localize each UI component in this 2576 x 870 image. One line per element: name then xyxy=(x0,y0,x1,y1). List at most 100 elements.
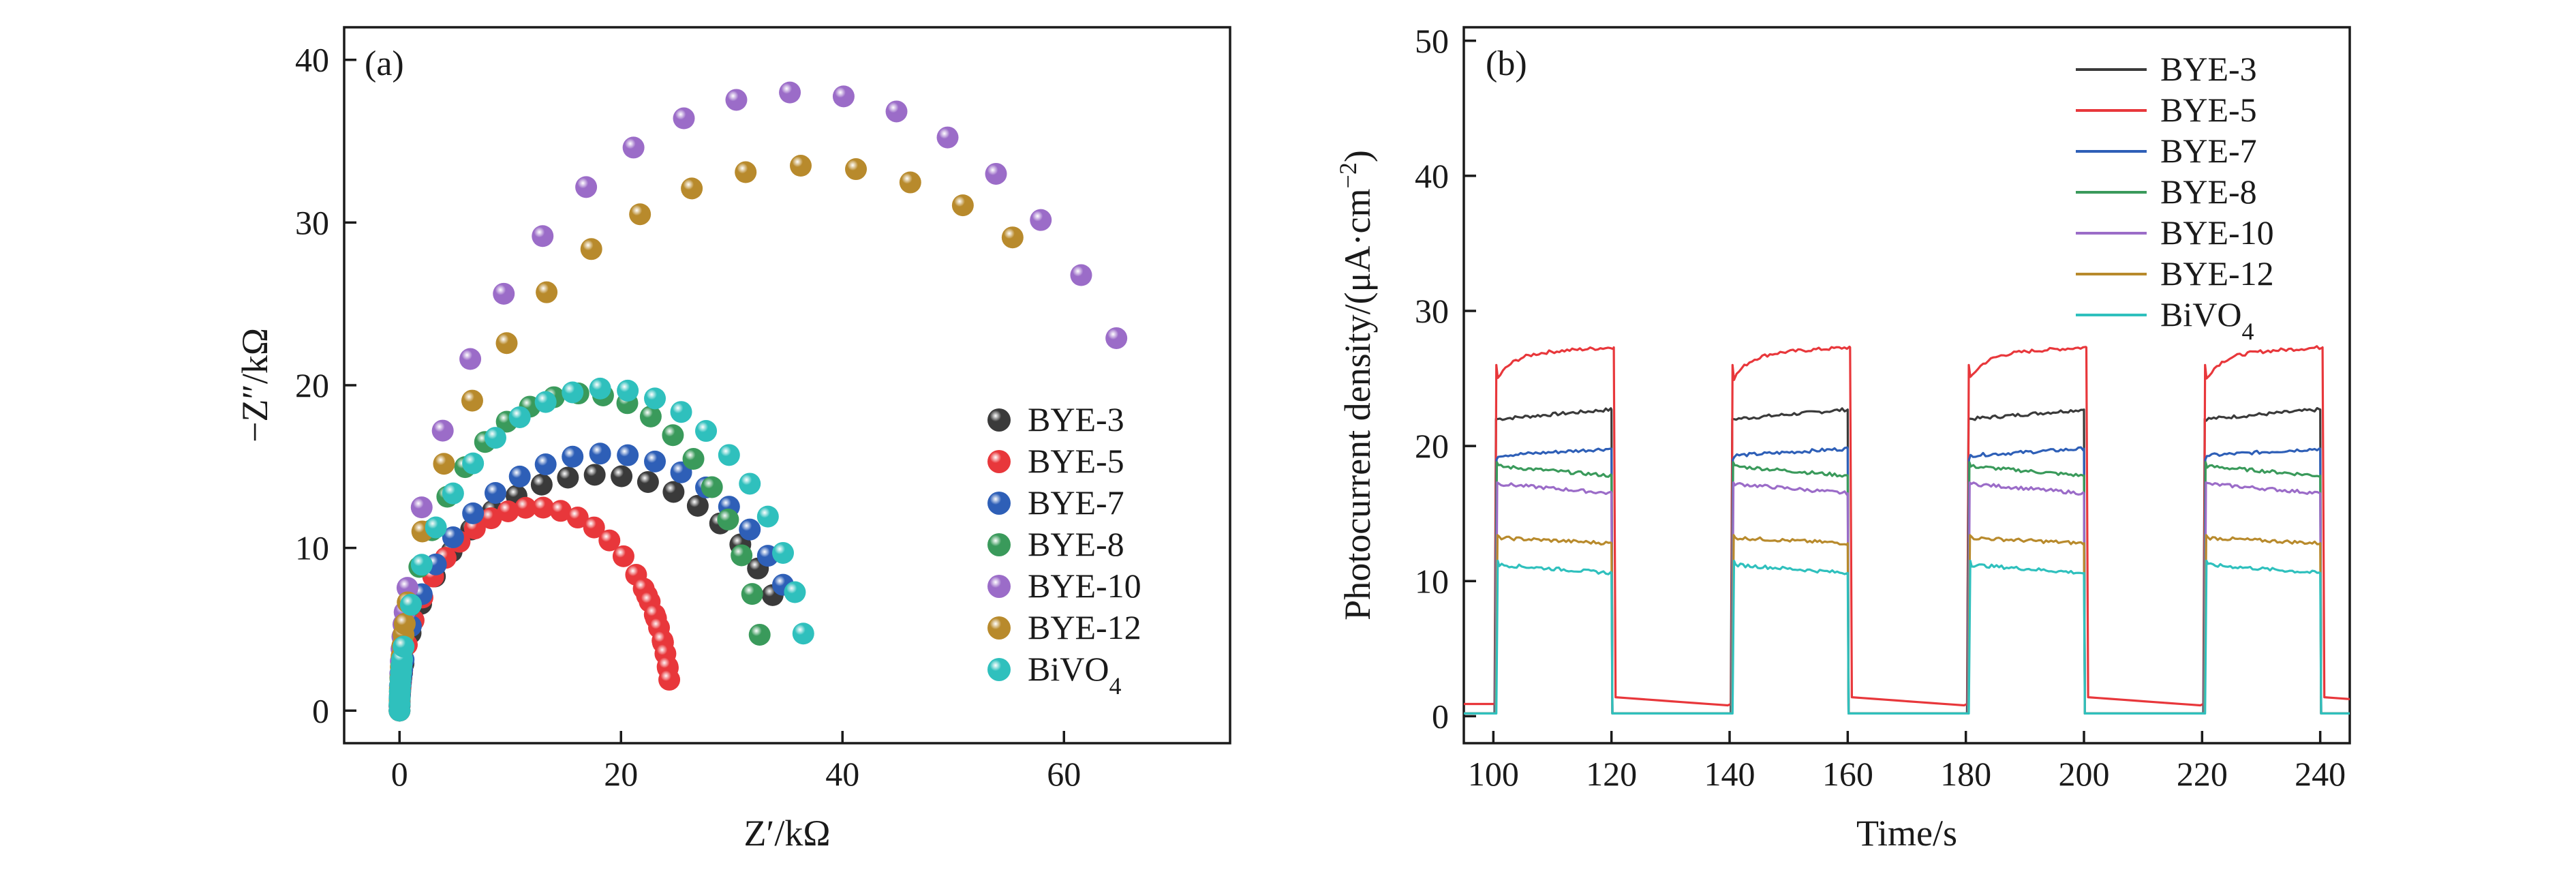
legend-label: BYE-7 xyxy=(1028,483,1124,522)
series-line-bye-12 xyxy=(1464,534,2350,715)
data-point xyxy=(717,508,739,530)
data-point xyxy=(589,377,611,400)
data-point xyxy=(772,541,795,564)
data-point xyxy=(748,623,771,646)
legend-label: BYE-3 xyxy=(1028,400,1124,438)
data-point xyxy=(1070,264,1092,286)
data-point xyxy=(756,505,779,528)
data-point xyxy=(899,171,921,194)
data-point xyxy=(936,126,959,149)
data-point xyxy=(789,155,812,177)
panel-b-x-tick-label: 200 xyxy=(2059,755,2110,793)
data-point xyxy=(580,238,602,260)
legend-label: BYE-10 xyxy=(2160,213,2274,252)
data-point xyxy=(459,348,482,370)
legend-label: BYE-8 xyxy=(2160,172,2257,211)
data-point xyxy=(532,225,554,247)
data-point xyxy=(784,581,806,603)
data-point xyxy=(845,158,868,181)
data-point xyxy=(739,518,761,541)
legend-label: BYE-12 xyxy=(2160,254,2274,292)
data-point xyxy=(497,500,519,522)
data-point xyxy=(461,389,483,412)
panel-a-y-tick-label: 40 xyxy=(295,41,329,79)
panel-a-x-tick-label: 40 xyxy=(825,755,859,793)
data-point xyxy=(662,424,684,447)
data-point xyxy=(612,545,634,567)
panel-a-x-axis-title: Z′/kΩ xyxy=(744,813,831,854)
data-point xyxy=(480,507,502,530)
data-point xyxy=(644,387,666,410)
series-line-bye-8 xyxy=(1464,461,2350,715)
panel-a-y-tick-label: 0 xyxy=(312,691,329,730)
panel-a-x-tick-label: 20 xyxy=(604,755,638,793)
data-point xyxy=(779,81,801,104)
legend-item-bye-3: BYE-3 xyxy=(987,400,1124,438)
data-point xyxy=(681,177,703,200)
legend-item-bye-3: BYE-3 xyxy=(2076,50,2257,88)
data-point xyxy=(393,612,416,635)
legend-item-bye-10: BYE-10 xyxy=(987,567,1141,605)
data-point xyxy=(484,481,506,504)
data-point xyxy=(622,136,645,159)
data-point xyxy=(462,502,485,524)
panel-a-y-axis-title: −Z″/kΩ xyxy=(234,328,275,442)
panel-b-y-tick-label: 10 xyxy=(1415,562,1449,600)
data-point xyxy=(425,516,447,539)
legend-label: BYE-7 xyxy=(2160,132,2257,170)
legend-item-bye-8: BYE-8 xyxy=(987,525,1124,563)
data-point xyxy=(731,544,753,567)
data-point xyxy=(885,100,908,123)
legend-item-bye-7: BYE-7 xyxy=(2076,132,2257,170)
data-point xyxy=(562,445,584,468)
panel-b-y-tick-label: 20 xyxy=(1415,427,1449,465)
data-point xyxy=(508,465,531,487)
series-bivo4 xyxy=(388,377,814,722)
series-line-bye-7 xyxy=(1464,446,2350,715)
legend-item-bye-5: BYE-5 xyxy=(987,442,1124,480)
data-point xyxy=(617,444,639,466)
legend-item-bye-8: BYE-8 xyxy=(2076,172,2257,211)
panel-b-x-tick-label: 120 xyxy=(1586,755,1637,793)
data-point xyxy=(410,496,433,519)
data-point xyxy=(484,427,506,449)
data-point xyxy=(725,89,748,111)
panel-b-tag: (b) xyxy=(1486,44,1527,83)
panel-a-x-tick-label: 60 xyxy=(1047,755,1081,793)
legend-marker xyxy=(987,450,1011,473)
data-point xyxy=(662,481,685,503)
legend-marker xyxy=(987,533,1011,556)
panel-b-y-tick-label: 40 xyxy=(1415,157,1449,195)
data-point xyxy=(462,452,485,475)
legend-item-bye-5: BYE-5 xyxy=(2076,91,2257,129)
data-point xyxy=(549,500,572,522)
data-point xyxy=(735,161,757,183)
data-point xyxy=(682,448,705,470)
legend-item-bye-7: BYE-7 xyxy=(987,483,1124,522)
panel-b-y-tick-label: 30 xyxy=(1415,292,1449,330)
legend-item-bye-12: BYE-12 xyxy=(987,608,1141,646)
data-point xyxy=(792,622,814,645)
legend-item-bye-10: BYE-10 xyxy=(2076,213,2274,252)
panel-a-tag: (a) xyxy=(365,44,404,83)
panel-b-x-tick-label: 160 xyxy=(1822,755,1873,793)
data-point xyxy=(583,464,606,486)
panel-a-x-tick-label: 0 xyxy=(391,755,408,793)
data-point xyxy=(532,496,555,519)
data-point xyxy=(393,635,415,658)
data-point xyxy=(1030,209,1052,231)
data-point xyxy=(410,554,433,576)
data-point xyxy=(495,332,518,355)
panel-b-y-axis-title: Photocurrent density/(μA·cm−2) xyxy=(1334,150,1378,620)
panel-b-x-tick-label: 180 xyxy=(1940,755,1991,793)
legend-label: BYE-12 xyxy=(1028,608,1141,646)
series-line-bye-10 xyxy=(1464,481,2350,715)
panel-b-x-tick-label: 240 xyxy=(2295,755,2346,793)
panel-b-x-tick-label: 140 xyxy=(1704,755,1755,793)
panel-a-y-tick-label: 20 xyxy=(295,366,329,404)
data-point xyxy=(566,507,589,529)
data-point xyxy=(629,203,651,226)
series-line-bye-5 xyxy=(1464,345,2350,707)
